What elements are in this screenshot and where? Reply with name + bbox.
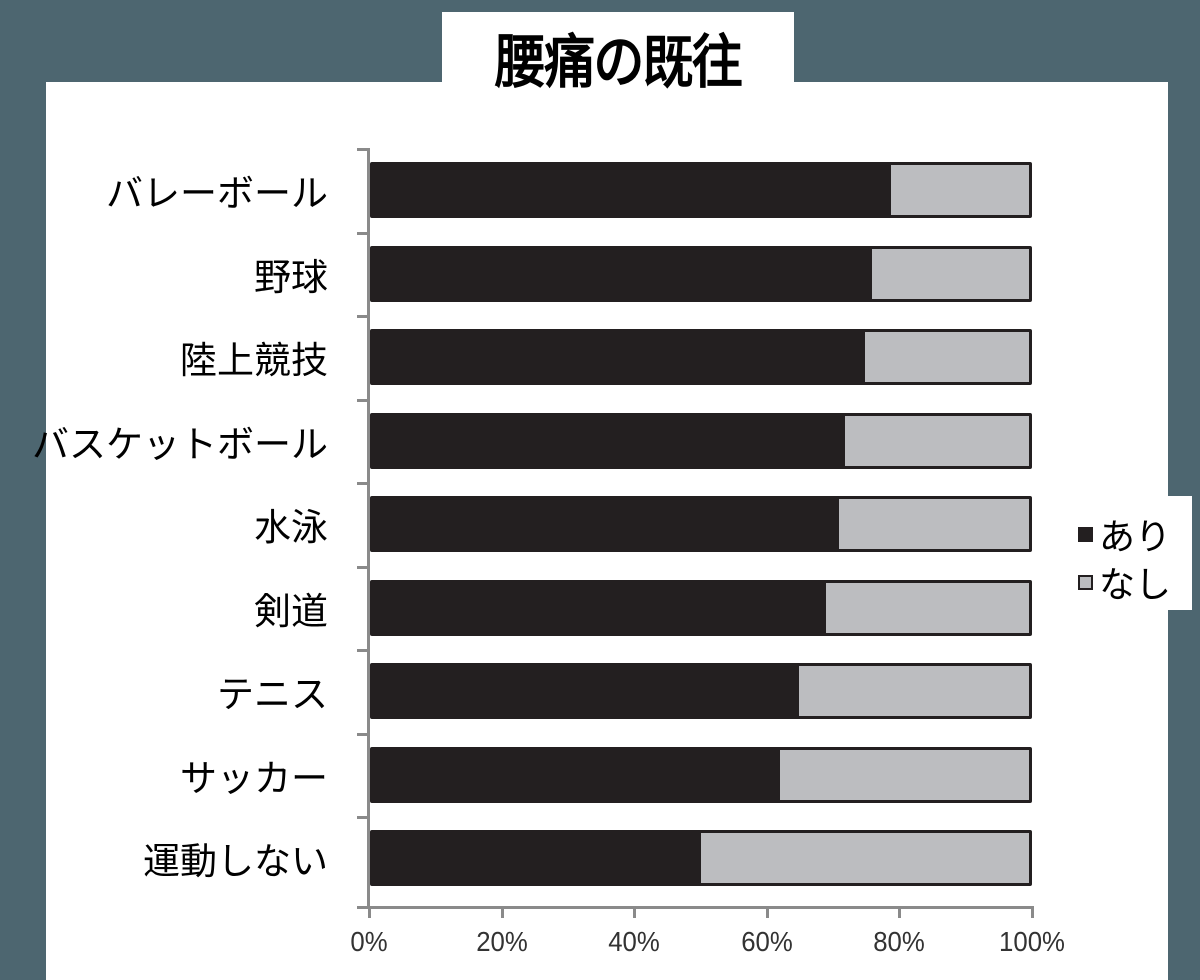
y-tick	[357, 733, 369, 736]
chart-title: 腰痛の既往	[494, 28, 743, 96]
x-tick-label: 100%	[999, 926, 1065, 957]
category-label: テニス	[217, 673, 328, 716]
bar-row	[370, 413, 1032, 469]
legend-swatch-yes	[1078, 526, 1093, 542]
legend-label-no: なし	[1099, 565, 1172, 606]
bar-segment-yes	[373, 249, 872, 299]
bar-row	[370, 496, 1032, 552]
title-box: 腰痛の既往	[442, 12, 794, 102]
x-tick	[1031, 906, 1034, 918]
category-label: 水泳	[254, 506, 328, 549]
bar-row	[370, 329, 1032, 385]
category-label: 剣道	[254, 590, 328, 633]
y-axis	[367, 148, 370, 908]
x-tick-label: 80%	[873, 926, 925, 957]
y-tick	[357, 148, 369, 151]
x-tick	[766, 906, 769, 918]
bar-segment-yes	[373, 332, 865, 382]
y-tick	[357, 315, 369, 318]
bar-row	[370, 162, 1032, 218]
bar-segment-yes	[373, 750, 780, 800]
bar-segment-yes	[373, 499, 839, 549]
bar-segment-yes	[373, 833, 701, 883]
bar-row	[370, 246, 1032, 302]
y-tick	[357, 566, 369, 569]
bar-row	[370, 663, 1032, 719]
y-tick	[357, 232, 369, 235]
x-tick	[633, 906, 636, 918]
category-label: 野球	[254, 256, 328, 299]
legend-swatch-no	[1078, 574, 1093, 590]
x-tick-label: 0%	[350, 926, 388, 957]
legend: あり なし	[1060, 496, 1192, 610]
legend-label-yes: あり	[1099, 517, 1172, 558]
category-label: バレーボール	[106, 172, 328, 215]
bar-segment-yes	[373, 165, 892, 215]
legend-item-no: なし	[1078, 556, 1171, 608]
bar-row	[370, 830, 1032, 886]
category-label: サッカー	[180, 757, 328, 800]
x-tick-label: 20%	[476, 926, 528, 957]
category-label: バスケットボール	[32, 423, 328, 466]
x-tick-label: 40%	[608, 926, 660, 957]
bar-segment-yes	[373, 666, 800, 716]
x-tick	[501, 906, 504, 918]
bar-row	[370, 747, 1032, 803]
bar-segment-yes	[373, 416, 846, 466]
y-tick	[357, 906, 369, 909]
x-tick-label: 60%	[741, 926, 793, 957]
x-tick	[368, 906, 371, 918]
y-tick	[357, 816, 369, 819]
bar-segment-yes	[373, 583, 826, 633]
legend-item-yes: あり	[1078, 508, 1171, 560]
x-axis	[367, 906, 1033, 909]
x-tick	[898, 906, 901, 918]
bar-row	[370, 580, 1032, 636]
y-tick	[357, 482, 369, 485]
y-tick	[357, 399, 369, 402]
category-label: 陸上競技	[180, 339, 328, 382]
y-tick	[357, 649, 369, 652]
category-label: 運動しない	[143, 840, 328, 883]
